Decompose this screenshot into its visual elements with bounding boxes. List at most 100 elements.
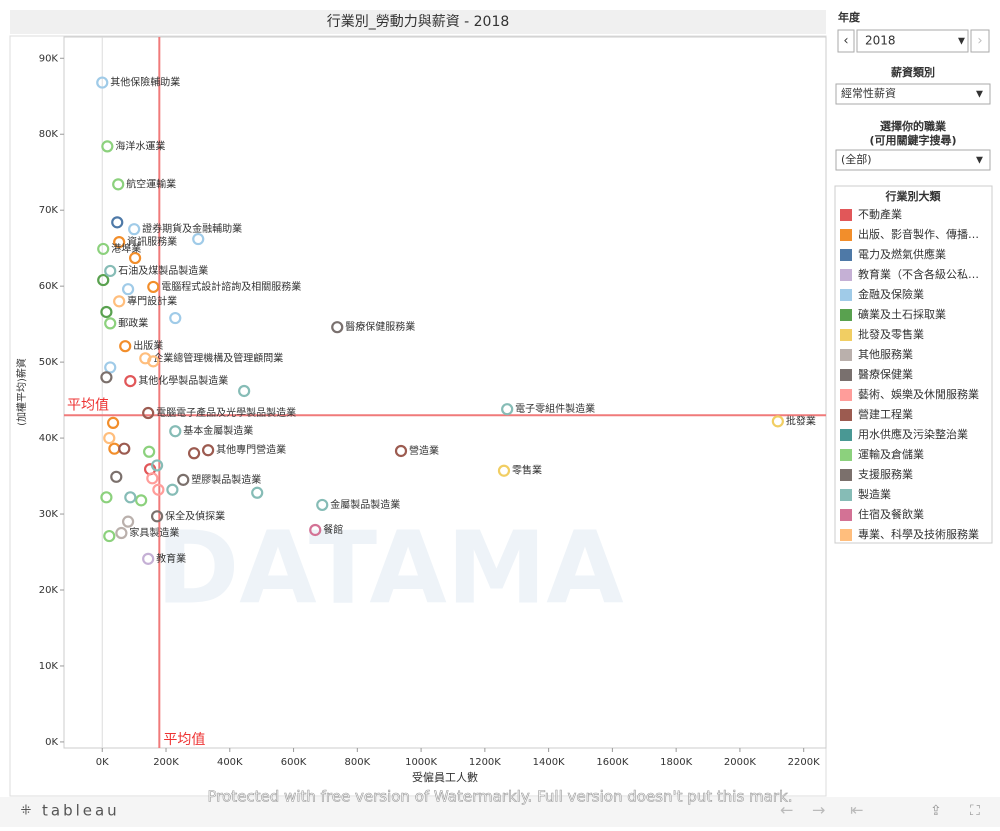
legend-title: 行業別大類 (885, 189, 942, 203)
point (147, 280, 160, 294)
watermark: Protected with free version of Watermark… (208, 788, 793, 806)
legend-swatch (840, 489, 852, 501)
point-label: 教育業 (156, 552, 186, 565)
next-button[interactable] (970, 29, 990, 53)
point (135, 494, 148, 507)
point (497, 464, 511, 477)
point-label: 航空運輸業 (126, 177, 176, 190)
legend-label: 教育業（不含各級公私… (858, 267, 979, 281)
point (96, 76, 109, 89)
point (394, 444, 408, 458)
job-value: (全部) (841, 152, 872, 166)
wage-dropdown[interactable] (835, 83, 991, 105)
point (331, 321, 344, 334)
point (111, 216, 124, 229)
point (121, 283, 135, 296)
background-mark: DATAMA (156, 509, 623, 626)
chart-title: 行業別_勞動力與薪資 - 2018 (327, 14, 510, 30)
x-tick-label: 0K (96, 757, 109, 768)
share-button[interactable]: ⇪ (930, 803, 942, 819)
point-label: 零售業 (512, 464, 542, 477)
y-tick-label: 0K (45, 737, 58, 748)
y-tick-label: 80K (39, 129, 59, 140)
x-axis-label: 受僱員工人數 (412, 770, 478, 784)
x-tick-label: 400K (217, 757, 243, 768)
filter-label: 選擇你的職業 (880, 119, 947, 133)
point (251, 486, 264, 499)
legend-label: 住宿及餐飲業 (858, 507, 924, 521)
point-label: 石油及煤製品製造業 (118, 264, 208, 277)
point (103, 431, 116, 445)
point (166, 483, 179, 496)
fullscreen-button[interactable]: ⛶ (970, 803, 980, 819)
y-tick-label: 30K (39, 509, 59, 520)
legend-label: 其他服務業 (858, 347, 913, 361)
x-tick-label: 200K (153, 757, 179, 768)
point-label: 基本金屬製造業 (183, 424, 253, 437)
wage-value: 經常性薪資 (841, 86, 896, 100)
revert-button[interactable]: ⇤ (850, 801, 863, 820)
y-tick-label: 20K (39, 585, 59, 596)
y-tick-label: 10K (39, 661, 59, 672)
year-dropdown[interactable] (856, 29, 969, 53)
legend-label: 藝術、娛樂及休閒服務業 (858, 387, 979, 401)
point (124, 375, 137, 388)
legend-swatch (840, 249, 852, 261)
legend-swatch (840, 429, 852, 441)
y-tick-label: 50K (39, 357, 59, 368)
toolbar (0, 797, 1000, 827)
x-tick-label: 2200K (788, 757, 820, 768)
x-tick-label: 1000K (405, 757, 437, 768)
point (106, 416, 120, 429)
point-label: 電子零組件製造業 (515, 402, 595, 415)
logo[interactable]: tableau (42, 802, 120, 820)
point (119, 340, 132, 353)
redo-button[interactable]: → (812, 801, 825, 820)
legend-label: 金融及保險業 (858, 287, 924, 301)
point (501, 403, 514, 416)
point (192, 232, 205, 246)
next-icon: › (977, 34, 982, 49)
point-label: 其他專門營造業 (216, 443, 286, 456)
y-tick-label: 60K (39, 281, 59, 292)
point (143, 445, 156, 458)
reference-label: 平均值 (67, 397, 109, 413)
legend-label: 批發及零售業 (858, 327, 924, 341)
x-tick-label: 800K (344, 757, 370, 768)
job-dropdown[interactable] (835, 149, 991, 171)
point (187, 447, 201, 460)
point-label: 專門設計業 (127, 294, 177, 307)
point-label: 資訊服務業 (127, 235, 177, 248)
legend-swatch (840, 229, 852, 241)
point (309, 523, 322, 537)
x-tick-label: 2000K (724, 757, 756, 768)
legend-swatch (840, 529, 852, 541)
legend-swatch (840, 389, 852, 401)
point-label: 醫療保健服務業 (345, 320, 415, 333)
y-tick-label: 40K (39, 433, 59, 444)
logo-icon: ⁜ (21, 804, 32, 819)
legend-label: 運輸及倉儲業 (858, 447, 924, 461)
point (103, 529, 116, 543)
point-label: 港埠業 (111, 242, 141, 255)
point (97, 242, 110, 256)
point (169, 425, 182, 438)
point (112, 178, 125, 191)
reference-label: 平均值 (163, 732, 205, 748)
legend-label: 醫療保健業 (858, 367, 913, 381)
undo-button[interactable]: ← (780, 801, 793, 820)
point (128, 223, 141, 236)
prev-button[interactable] (837, 29, 855, 53)
y-tick-label: 90K (39, 53, 59, 64)
legend-swatch (840, 509, 852, 521)
point (101, 140, 114, 153)
point-label: 塑膠製品製造業 (191, 473, 261, 486)
point (113, 295, 126, 308)
legend-swatch (840, 209, 852, 221)
legend-label: 製造業 (858, 487, 891, 501)
year-value: 2018 (865, 34, 896, 48)
y-axis-label: (加權平均)薪資 (15, 358, 28, 426)
point (100, 491, 113, 504)
legend-swatch (840, 349, 852, 361)
point-label: 出版業 (133, 339, 163, 352)
